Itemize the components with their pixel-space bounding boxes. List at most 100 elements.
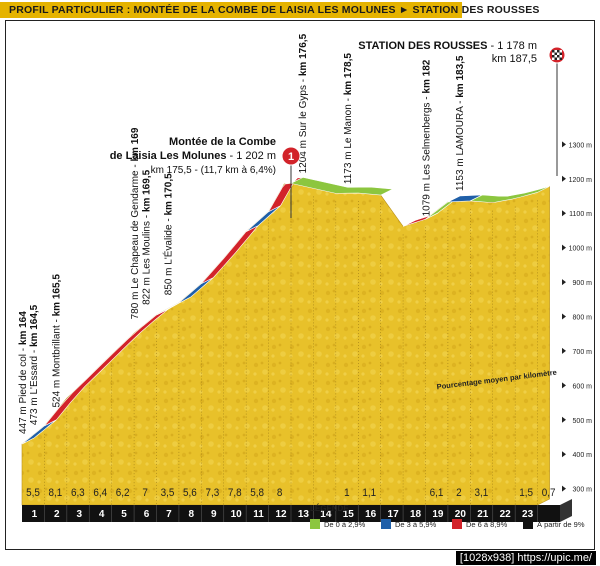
y-tick-marker bbox=[562, 210, 566, 217]
km-label: 12 bbox=[275, 509, 287, 520]
waypoint-label: 524 m Montbrillant - km 165,5 bbox=[52, 274, 63, 408]
y-tick-label: 600 m bbox=[573, 383, 593, 390]
waypoint-km: km 169 bbox=[130, 127, 141, 161]
km-label: 21 bbox=[477, 509, 489, 520]
y-tick-label: 400 m bbox=[573, 452, 593, 459]
km-label: 4 bbox=[99, 509, 105, 520]
gradient-value: 2 bbox=[456, 488, 462, 500]
legend-label: De 6 à 8,9% bbox=[466, 520, 508, 529]
waypoint-km: km 178,5 bbox=[343, 53, 354, 96]
km-label: 11 bbox=[253, 509, 264, 520]
gradient-value: 5,5 bbox=[26, 488, 40, 500]
y-tick-label: 1300 m bbox=[569, 142, 593, 149]
gradient-value: 1,1 bbox=[362, 488, 376, 500]
waypoint-label: 1153 m LAMOURA - km 183,5 bbox=[455, 55, 466, 191]
header-bar bbox=[0, 2, 462, 18]
waypoint-label: 1173 m Le Manon - km 178,5 bbox=[343, 53, 354, 184]
waypoint-name: 850 m L'Évalide - bbox=[162, 216, 175, 296]
climb-category: 1 bbox=[288, 151, 294, 163]
y-tick-marker bbox=[562, 485, 566, 492]
km-label: 13 bbox=[298, 509, 310, 520]
km-label: 17 bbox=[388, 509, 400, 520]
waypoint-km: km 170,5 bbox=[164, 173, 175, 216]
waypoint-label: 473 m L'Essard - km 164,5 bbox=[29, 304, 40, 425]
km-label: 14 bbox=[320, 509, 332, 520]
y-tick-marker bbox=[562, 279, 566, 286]
climb-detail: km 175,5 - (11,7 km à 6,4%) bbox=[151, 165, 276, 176]
waypoint-km: km 182 bbox=[422, 59, 433, 93]
gradient-value: 6,1 bbox=[430, 488, 444, 500]
km-label: 18 bbox=[410, 509, 422, 520]
y-tick-marker bbox=[562, 451, 566, 458]
gradient-value: 5,8 bbox=[250, 488, 264, 500]
legend-swatch bbox=[523, 519, 533, 529]
finish-name: STATION DES ROUSSES bbox=[358, 40, 487, 52]
y-tick-label: 1000 m bbox=[569, 246, 593, 253]
waypoint-km: km 176,5 bbox=[298, 33, 309, 76]
waypoint-km: km 169,5 bbox=[141, 169, 152, 212]
waypoint-name: 1153 m LAMOURA - bbox=[455, 98, 466, 191]
waypoint-name: 780 m Le Chapeau de Gendarme - bbox=[130, 161, 141, 319]
waypoint-name: 524 m Montbrillant - bbox=[52, 316, 63, 407]
legend-title: LÉGENDE bbox=[310, 504, 349, 513]
gradient-segment bbox=[469, 186, 550, 203]
waypoint-name: 1079 m Les Selmenbergs - bbox=[422, 94, 433, 217]
km-label: 16 bbox=[365, 509, 377, 520]
km-label: 20 bbox=[455, 509, 467, 520]
km-label: 10 bbox=[231, 509, 243, 520]
km-label: 2 bbox=[54, 509, 60, 520]
climb-category-badge: 1 bbox=[281, 146, 301, 166]
climb-name-1: Montée de la Combe bbox=[169, 136, 276, 148]
gradient-value: 8 bbox=[277, 488, 283, 500]
waypoint-label: 1204 m Sur le Gyps - km 176,5 bbox=[298, 33, 309, 173]
km-label: 9 bbox=[211, 509, 217, 520]
y-tick-label: 300 m bbox=[573, 487, 593, 494]
y-tick-marker bbox=[562, 416, 566, 423]
waypoint-label: 850 m L'Évalide - km 170,5 bbox=[162, 173, 175, 295]
finish-label: STATION DES ROUSSES - 1 178 m bbox=[358, 40, 537, 52]
gradient-value: 5,6 bbox=[183, 488, 197, 500]
finish-km: km 187,5 bbox=[492, 53, 537, 65]
finish-altitude: - 1 178 m bbox=[487, 40, 537, 52]
climb-altitude: - 1 202 m bbox=[226, 150, 276, 162]
y-tick-label: 800 m bbox=[573, 315, 593, 322]
km-label: 22 bbox=[500, 509, 512, 520]
y-tick-label: 900 m bbox=[573, 280, 593, 287]
gradient-value: 7,3 bbox=[205, 488, 219, 500]
waypoint-label: 780 m Le Chapeau de Gendarme - km 169 bbox=[130, 127, 141, 319]
km-scale-bar-side bbox=[560, 499, 572, 522]
km-label: 1 bbox=[32, 509, 38, 520]
legend-label: De 0 à 2,9% bbox=[324, 520, 366, 529]
waypoint-name: 447 m Pied de col - bbox=[18, 345, 29, 434]
legend-swatch bbox=[452, 519, 462, 529]
gradient-value: 7 bbox=[142, 488, 148, 500]
waypoint-label: 822 m Les Moulins - km 169,5 bbox=[141, 169, 152, 305]
gradient-value: 3,5 bbox=[161, 488, 175, 500]
km-label: 23 bbox=[522, 509, 534, 520]
waypoint-label: 447 m Pied de col - km 164 bbox=[18, 311, 29, 434]
waypoint-km: km 164,5 bbox=[29, 304, 40, 347]
legend-swatch bbox=[310, 519, 320, 529]
waypoint-km: km 183,5 bbox=[455, 55, 466, 98]
legend-label: À partir de 9% bbox=[537, 520, 585, 529]
gradient-value: 6,4 bbox=[93, 488, 107, 500]
y-tick-label: 500 m bbox=[573, 418, 593, 425]
header-banner: PROFIL PARTICULIER : MONTÉE DE LA COMBE … bbox=[0, 0, 600, 20]
legend-label: De 3 à 5,9% bbox=[395, 520, 437, 529]
waypoint-name: 822 m Les Moulins - bbox=[141, 212, 152, 305]
gradient-value: 6,2 bbox=[116, 488, 130, 500]
y-tick-marker bbox=[562, 244, 566, 251]
km-label: 8 bbox=[189, 509, 195, 520]
legend-swatch bbox=[381, 519, 391, 529]
credit-tag: [1028x938] https://upic.me/ bbox=[455, 551, 596, 565]
waypoint-name: 473 m L'Essard - bbox=[29, 347, 40, 425]
y-tick-marker bbox=[562, 141, 566, 148]
gradient-value: 8,1 bbox=[49, 488, 63, 500]
gradient-value: 0,7 bbox=[542, 488, 556, 500]
waypoint-name: 1173 m Le Manon - bbox=[343, 95, 354, 184]
climb-name-line2: de Laisia Les Molunes - 1 202 m bbox=[110, 150, 276, 162]
km-label: 6 bbox=[144, 509, 150, 520]
y-tick-marker bbox=[562, 175, 566, 182]
